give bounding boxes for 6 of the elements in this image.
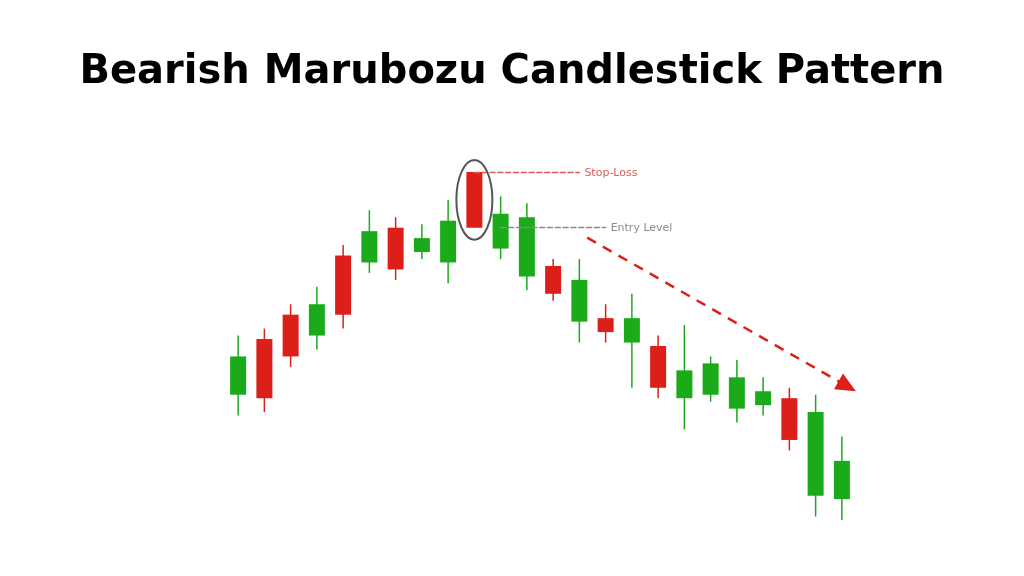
ref-line-label: Entry Level: [610, 221, 673, 235]
chart-title: Bearish Marubozu Candlestick Pattern: [79, 46, 945, 92]
candlestick: [413, 223, 430, 260]
candlestick: [755, 376, 772, 417]
candlestick: [597, 303, 614, 344]
ref-line-label: Stop-Loss: [584, 165, 638, 179]
